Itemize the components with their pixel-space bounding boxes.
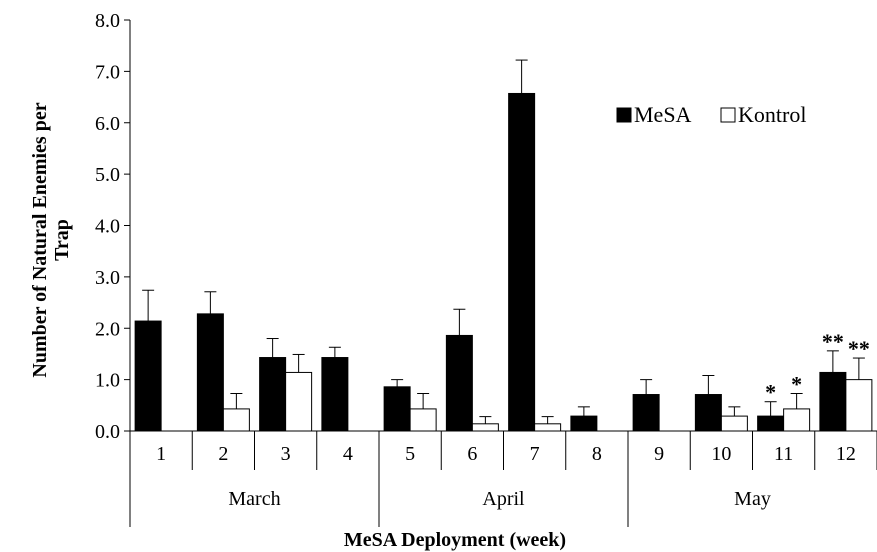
y-axis-title-line2: Trap xyxy=(51,219,73,261)
legend-label-kontrol: Kontrol xyxy=(738,102,806,127)
bar-mesa xyxy=(694,394,722,432)
x-tick-label: 9 xyxy=(654,443,664,465)
bar-kontrol xyxy=(222,408,250,432)
bar-kontrol xyxy=(285,371,313,432)
legend-swatch-kontrol xyxy=(720,107,736,123)
x-tick-label: 11 xyxy=(774,443,793,465)
labels-group: 0.01.02.03.04.05.06.07.08.01 2 3 4 5 6 7 8 9 10 11… xyxy=(29,10,870,551)
bar-kontrol xyxy=(471,423,499,432)
y-axis-title-line1: Number of Natural Enemies per xyxy=(29,102,51,377)
bar-mesa xyxy=(757,415,785,432)
bar-mesa xyxy=(570,415,598,432)
bar-kontrol xyxy=(845,379,873,432)
significance-marker: ** xyxy=(848,336,870,361)
x-tick-label: 6 xyxy=(467,443,477,465)
bar-mesa xyxy=(383,386,411,432)
x-tick-label: 7 xyxy=(530,443,540,465)
significance-marker: * xyxy=(765,380,776,405)
month-label: May xyxy=(734,488,771,510)
legend-label-mesa: MeSA xyxy=(634,102,692,127)
x-axis-title: MeSA Deployment (week) xyxy=(344,529,566,551)
bar-mesa xyxy=(819,371,847,432)
bar-mesa xyxy=(196,313,224,432)
y-tick-label: 6.0 xyxy=(95,113,120,135)
x-tick-label: 3 xyxy=(281,443,291,465)
bar-kontrol xyxy=(409,408,437,432)
month-label: April xyxy=(482,488,525,510)
bars-group xyxy=(134,59,873,432)
bar-mesa xyxy=(259,357,287,432)
x-tick-label: 5 xyxy=(405,443,415,465)
x-tick-label: 12 xyxy=(836,443,856,465)
significance-marker: * xyxy=(791,371,802,396)
x-tick-label: 1 xyxy=(156,443,166,465)
significance-marker: ** xyxy=(822,329,844,354)
legend: MeSA Kontrol xyxy=(616,102,806,127)
x-tick-label: 10 xyxy=(711,443,731,465)
y-tick-label: 2.0 xyxy=(95,318,120,340)
legend-swatch-mesa xyxy=(616,107,632,123)
bar-mesa xyxy=(632,394,660,432)
y-tick-label: 8.0 xyxy=(95,10,120,32)
y-tick-label: 0.0 xyxy=(95,421,120,443)
y-tick-label: 1.0 xyxy=(95,370,120,392)
bar-mesa xyxy=(134,320,162,432)
bar-mesa xyxy=(445,334,473,432)
y-tick-label: 4.0 xyxy=(95,216,120,238)
month-label: March xyxy=(228,488,280,510)
y-tick-label: 7.0 xyxy=(95,61,120,83)
x-tick-label: 8 xyxy=(592,443,602,465)
bar-kontrol xyxy=(720,415,748,432)
bar-kontrol xyxy=(783,408,811,432)
axes-group xyxy=(124,19,877,527)
y-tick-label: 3.0 xyxy=(95,267,120,289)
bar-mesa xyxy=(508,92,536,432)
x-tick-label: 2 xyxy=(218,443,228,465)
bar-mesa xyxy=(321,357,349,432)
bar-kontrol xyxy=(534,423,562,432)
x-tick-label: 4 xyxy=(343,443,353,465)
y-tick-label: 5.0 xyxy=(95,164,120,186)
